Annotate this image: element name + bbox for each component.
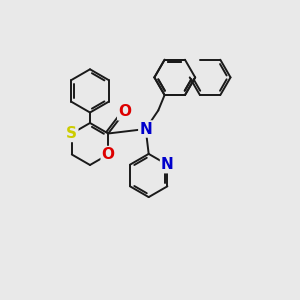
Text: N: N: [161, 157, 174, 172]
Text: O: O: [102, 147, 115, 162]
Text: O: O: [118, 104, 131, 119]
Text: S: S: [66, 126, 77, 141]
Text: N: N: [139, 122, 152, 136]
